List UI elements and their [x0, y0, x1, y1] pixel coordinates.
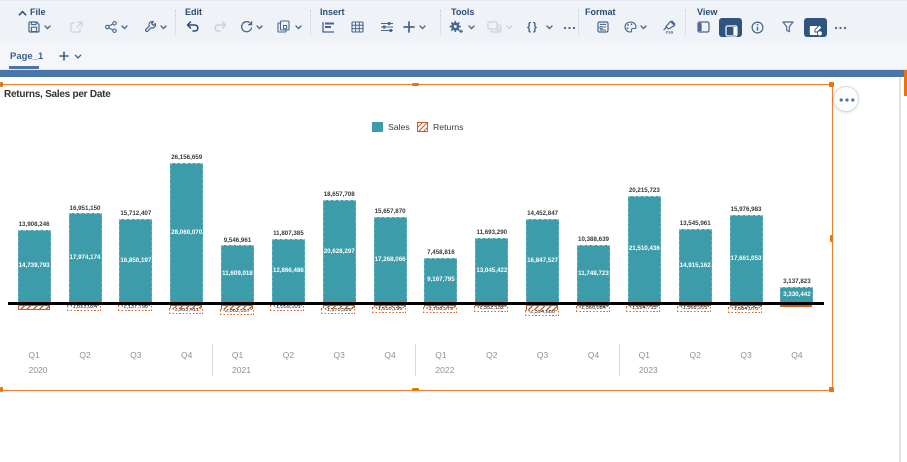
svg-text:css: css: [666, 30, 674, 34]
